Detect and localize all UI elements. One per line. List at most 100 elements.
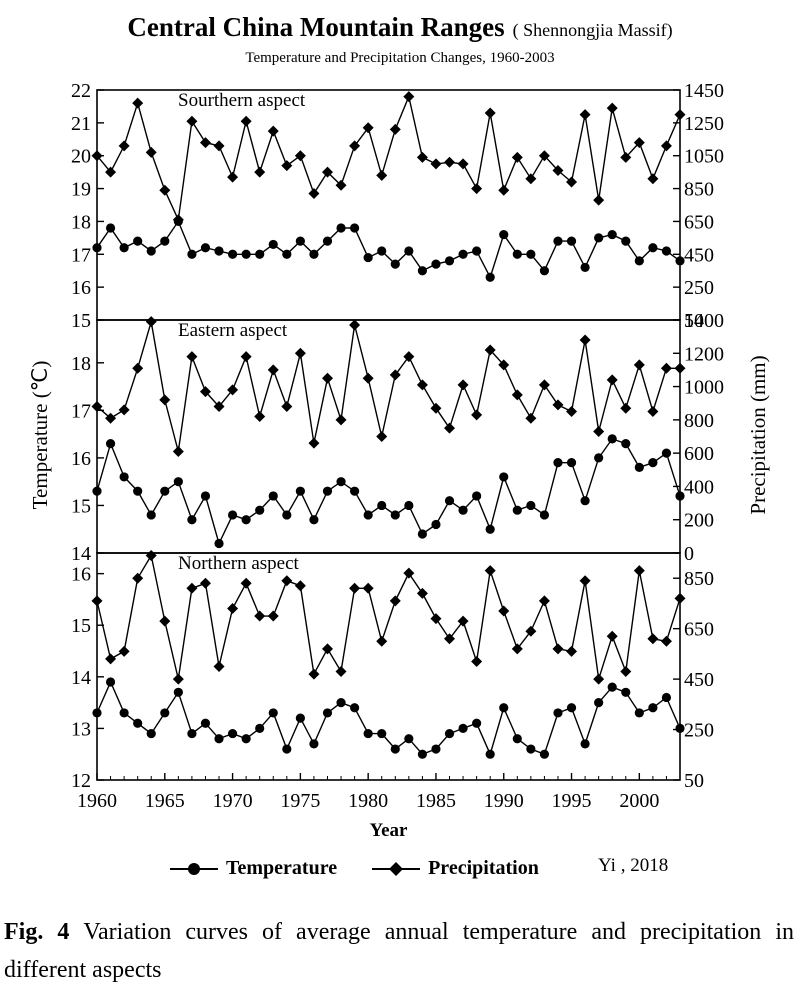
precipitation-point: [172, 673, 184, 685]
temperature-point: [390, 510, 400, 520]
precipitation-point: [159, 615, 171, 627]
temperature-point: [322, 236, 333, 246]
temperature-point: [187, 249, 197, 259]
right-tick-label: 400: [684, 476, 714, 498]
temperature-point: [499, 229, 509, 240]
precipitation-point: [118, 645, 130, 657]
precipitation-point: [308, 188, 320, 199]
precipitation-point: [538, 379, 550, 391]
precipitation-point: [484, 565, 496, 577]
legend-label-temperature: Temperature: [226, 856, 338, 879]
temperature-point: [268, 491, 278, 501]
precipitation-point: [91, 595, 103, 607]
temperature-point: [146, 510, 156, 520]
precipitation-point: [132, 572, 144, 584]
temperature-point: [336, 477, 346, 487]
temperature-point: [390, 259, 400, 269]
left-tick-label: 16: [71, 277, 91, 299]
temperature-point: [363, 252, 373, 263]
precipitation-point: [335, 179, 347, 191]
temperature-point: [485, 272, 495, 282]
temperature-point: [268, 708, 278, 718]
temperature-point: [350, 703, 360, 713]
x-tick-label: 2000: [619, 790, 659, 812]
climate-chart: 1516171819202122502504506508501050125014…: [28, 80, 770, 841]
precipitation-point: [199, 386, 211, 398]
temperature-point: [566, 458, 577, 468]
temperature-line-northern: [96, 680, 681, 757]
precipitation-point: [362, 122, 374, 134]
temperature-point: [227, 728, 238, 739]
temperature-point: [472, 246, 482, 256]
precipitation-line-southern: [96, 94, 681, 223]
precipitation-point: [674, 592, 686, 604]
temperature-point: [322, 708, 333, 718]
precipitation-point: [674, 362, 686, 374]
panel-frame-southern: [96, 89, 681, 321]
temperature-point: [580, 262, 590, 273]
chart-title-note: ( Shennongjia Massif): [512, 20, 673, 40]
precipitation-point: [132, 97, 144, 109]
temperature-point: [119, 708, 129, 718]
right-tick-label: 850: [684, 568, 714, 590]
precipitation-point: [172, 214, 184, 226]
temperature-point: [417, 266, 427, 276]
precipitation-point: [511, 643, 523, 655]
precipitation-point: [457, 158, 469, 170]
precipitation-point: [213, 401, 225, 413]
left-tick-label: 17: [71, 244, 91, 266]
temperature-point: [607, 682, 617, 692]
temperature-point: [526, 500, 536, 511]
temperature-point: [336, 698, 346, 708]
precipitation-point: [132, 362, 144, 374]
precipitation-point: [606, 102, 618, 114]
temperature-point: [675, 723, 685, 734]
precipitation-point: [511, 389, 523, 401]
temperature-point: [119, 472, 129, 482]
right-tick-label: 650: [684, 211, 714, 233]
left-tick-label: 19: [71, 179, 91, 201]
precipitation-point: [579, 575, 591, 587]
precipitation-point: [227, 171, 239, 183]
precipitation-point: [620, 151, 632, 163]
left-tick-label: 21: [71, 113, 91, 135]
precipitation-point: [321, 166, 333, 178]
temperature-point: [634, 462, 644, 473]
left-tick-label: 12: [71, 770, 91, 792]
precipitation-point: [335, 666, 347, 678]
temperature-point: [404, 734, 414, 744]
temperature-point: [485, 524, 495, 534]
precipitation-point: [430, 158, 442, 170]
temperature-point: [350, 223, 360, 233]
temperature-point: [594, 698, 604, 708]
temperature-point: [377, 500, 387, 511]
temperature-point: [499, 472, 509, 482]
precipitation-point: [538, 595, 550, 607]
precipitation-point: [660, 140, 672, 152]
precipitation-point: [118, 404, 130, 416]
temperature-point: [227, 510, 238, 520]
credit-text: Yi , 2018: [598, 855, 669, 876]
precipitation-point: [416, 587, 428, 599]
temperature-point: [227, 249, 238, 259]
precipitation-point: [321, 643, 333, 655]
precipitation-point: [213, 661, 225, 672]
right-tick-label: 1250: [684, 113, 724, 135]
precipitation-point: [294, 150, 306, 162]
temperature-point: [661, 448, 672, 458]
precipitation-point: [416, 151, 428, 163]
temperature-point: [444, 728, 455, 739]
precipitation-point: [498, 605, 510, 617]
panel-frame-northern: [96, 552, 681, 781]
right-tick-label: 50: [684, 310, 704, 332]
temperature-point: [309, 249, 319, 259]
temperature-point: [621, 439, 631, 449]
temperature-point: [214, 246, 224, 256]
temperature-point: [200, 491, 211, 501]
legend-item-temperature: Temperature: [170, 857, 337, 880]
temperature-point: [431, 259, 441, 269]
precipitation-point: [254, 411, 266, 423]
right-tick-label: 1050: [684, 146, 724, 168]
temperature-point: [499, 703, 509, 713]
temperature-point: [431, 744, 441, 754]
